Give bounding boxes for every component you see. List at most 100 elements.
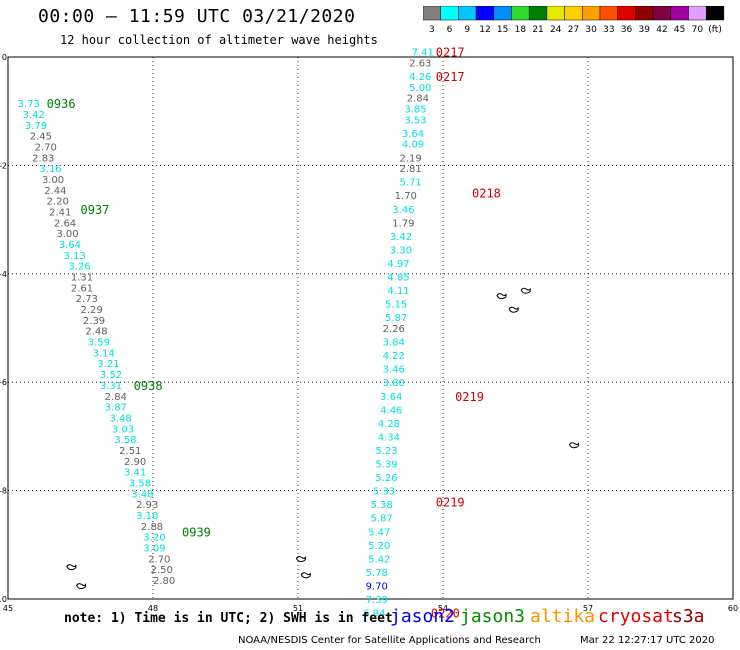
swh-value: 3.58: [114, 435, 136, 446]
credit-text: NOAA/NESDIS Center for Satellite Applica…: [238, 635, 541, 646]
colorbar-label: 39: [639, 25, 651, 35]
satellite-s3a: s3a: [672, 606, 705, 627]
swh-value: 1.70: [395, 191, 417, 202]
colorbar-label: 45: [674, 25, 685, 35]
footer-note: note: 1) Time is in UTC; 2) SWH is in fe…: [64, 611, 393, 626]
pass-time-label: 0939: [182, 525, 211, 539]
y-tick-label: 0: [2, 53, 7, 62]
swh-value: 2.45: [30, 132, 52, 143]
swh-value: 2.88: [141, 522, 163, 533]
colorbar-label: 42: [656, 25, 667, 35]
swh-value: 4.26: [409, 72, 431, 83]
swh-value: 3.13: [64, 251, 86, 262]
swh-value: 2.93: [136, 500, 158, 511]
swh-value: 3.46: [383, 365, 405, 376]
swh-value: 2.20: [47, 197, 69, 208]
swh-value: 3.00: [42, 175, 64, 186]
swh-value: 3.52: [100, 370, 122, 381]
swh-value: 3.26: [68, 262, 90, 273]
swh-value: 2.63: [409, 58, 431, 69]
satellite-jason3: jason3: [460, 606, 526, 627]
x-tick-label: 54: [438, 604, 448, 613]
swh-value: 2.50: [151, 565, 173, 576]
swh-value: 2.44: [44, 186, 66, 197]
colorbar-label: 36: [621, 25, 633, 35]
colorbar-label: 12: [479, 25, 490, 35]
pass-time-label: 0219: [436, 495, 465, 509]
swh-value: 2.70: [35, 142, 57, 153]
pass-time-label: 0217: [436, 70, 465, 84]
island-assumption: [75, 583, 87, 590]
swh-value: 5.42: [368, 554, 390, 565]
swh-value: 7.41: [412, 48, 434, 59]
swh-value: 1.79: [392, 218, 414, 229]
swh-value: 5.71: [400, 178, 422, 189]
swh-value: 3.31: [100, 381, 122, 392]
swh-value: 3.84: [383, 338, 405, 349]
swh-value: 3.10: [136, 511, 158, 522]
colorbar-label: 3: [429, 25, 435, 35]
pass-time-label: 0936: [47, 97, 76, 111]
swh-value: 2.39: [83, 316, 105, 327]
swh-value: 4.97: [387, 259, 409, 270]
swh-value: 3.42: [390, 232, 412, 243]
swh-value: 3.59: [88, 338, 110, 349]
colorbar-label: 24: [550, 25, 562, 35]
swh-value: 3.48: [110, 413, 132, 424]
swh-value: 3.20: [143, 533, 165, 544]
swh-value: 3.09: [143, 544, 165, 555]
swh-value: 3.79: [25, 121, 47, 132]
swh-value: 4.34: [378, 432, 400, 443]
island-praslin: [520, 287, 531, 294]
swh-value: 3.16: [39, 164, 61, 175]
swh-value: 3.85: [404, 104, 426, 115]
pass-time-label: 0938: [134, 379, 163, 393]
swh-value: 2.26: [383, 324, 405, 335]
swh-value: 2.51: [119, 446, 141, 457]
swh-value: 4.85: [387, 273, 409, 284]
swh-value: 3.46: [392, 205, 414, 216]
island-providence: [295, 556, 307, 563]
y-tick-label: -10: [0, 595, 7, 604]
swh-value: 3.64: [380, 392, 402, 403]
swh-value: 3.53: [404, 115, 426, 126]
swh-value: 3.73: [18, 99, 40, 110]
swh-value: 4.09: [402, 140, 424, 151]
swh-value: 5.78: [366, 568, 388, 579]
swh-value: 3.21: [97, 359, 119, 370]
swh-value: 2.84: [407, 94, 429, 105]
pass-time-label: 0217: [436, 46, 465, 60]
swh-value: 5.87: [385, 313, 407, 324]
swh-value: 3.03: [112, 424, 134, 435]
pass-time-label: 0937: [81, 203, 110, 217]
island-farquhar: [300, 572, 311, 579]
x-tick-label: 57: [583, 604, 593, 613]
swh-value: 2.84: [105, 392, 127, 403]
swh-value: 2.81: [400, 164, 422, 175]
y-tick-label: -6: [0, 378, 7, 387]
swh-value: 2.41: [49, 207, 71, 218]
swh-value: 3.00: [56, 229, 78, 240]
swh-value: 9.70: [366, 581, 388, 592]
swh-value: 2.90: [124, 457, 146, 468]
pass-time-label: 0218: [472, 187, 501, 201]
swh-value: 5.47: [368, 527, 390, 538]
swh-value: 2.64: [54, 218, 76, 229]
y-tick-label: -8: [0, 487, 7, 496]
swh-value: 1.31: [71, 273, 93, 284]
swh-value: 3.30: [390, 245, 412, 256]
swh-value: 4.46: [380, 405, 402, 416]
swh-value: 3.87: [105, 403, 127, 414]
swh-value: 6.94: [363, 609, 385, 620]
colorbar-label: 33: [603, 25, 614, 35]
colorbar-label: 15: [497, 25, 508, 35]
x-tick-label: 51: [293, 604, 303, 613]
island-denis: [496, 293, 507, 300]
swh-value: 2.73: [76, 294, 98, 305]
swh-value: 5.26: [375, 473, 397, 484]
colorbar-label: 30: [585, 25, 597, 35]
swh-value: 2.29: [81, 305, 103, 316]
pass-time-label: 0219: [455, 390, 484, 404]
swh-value: 5.38: [371, 500, 393, 511]
